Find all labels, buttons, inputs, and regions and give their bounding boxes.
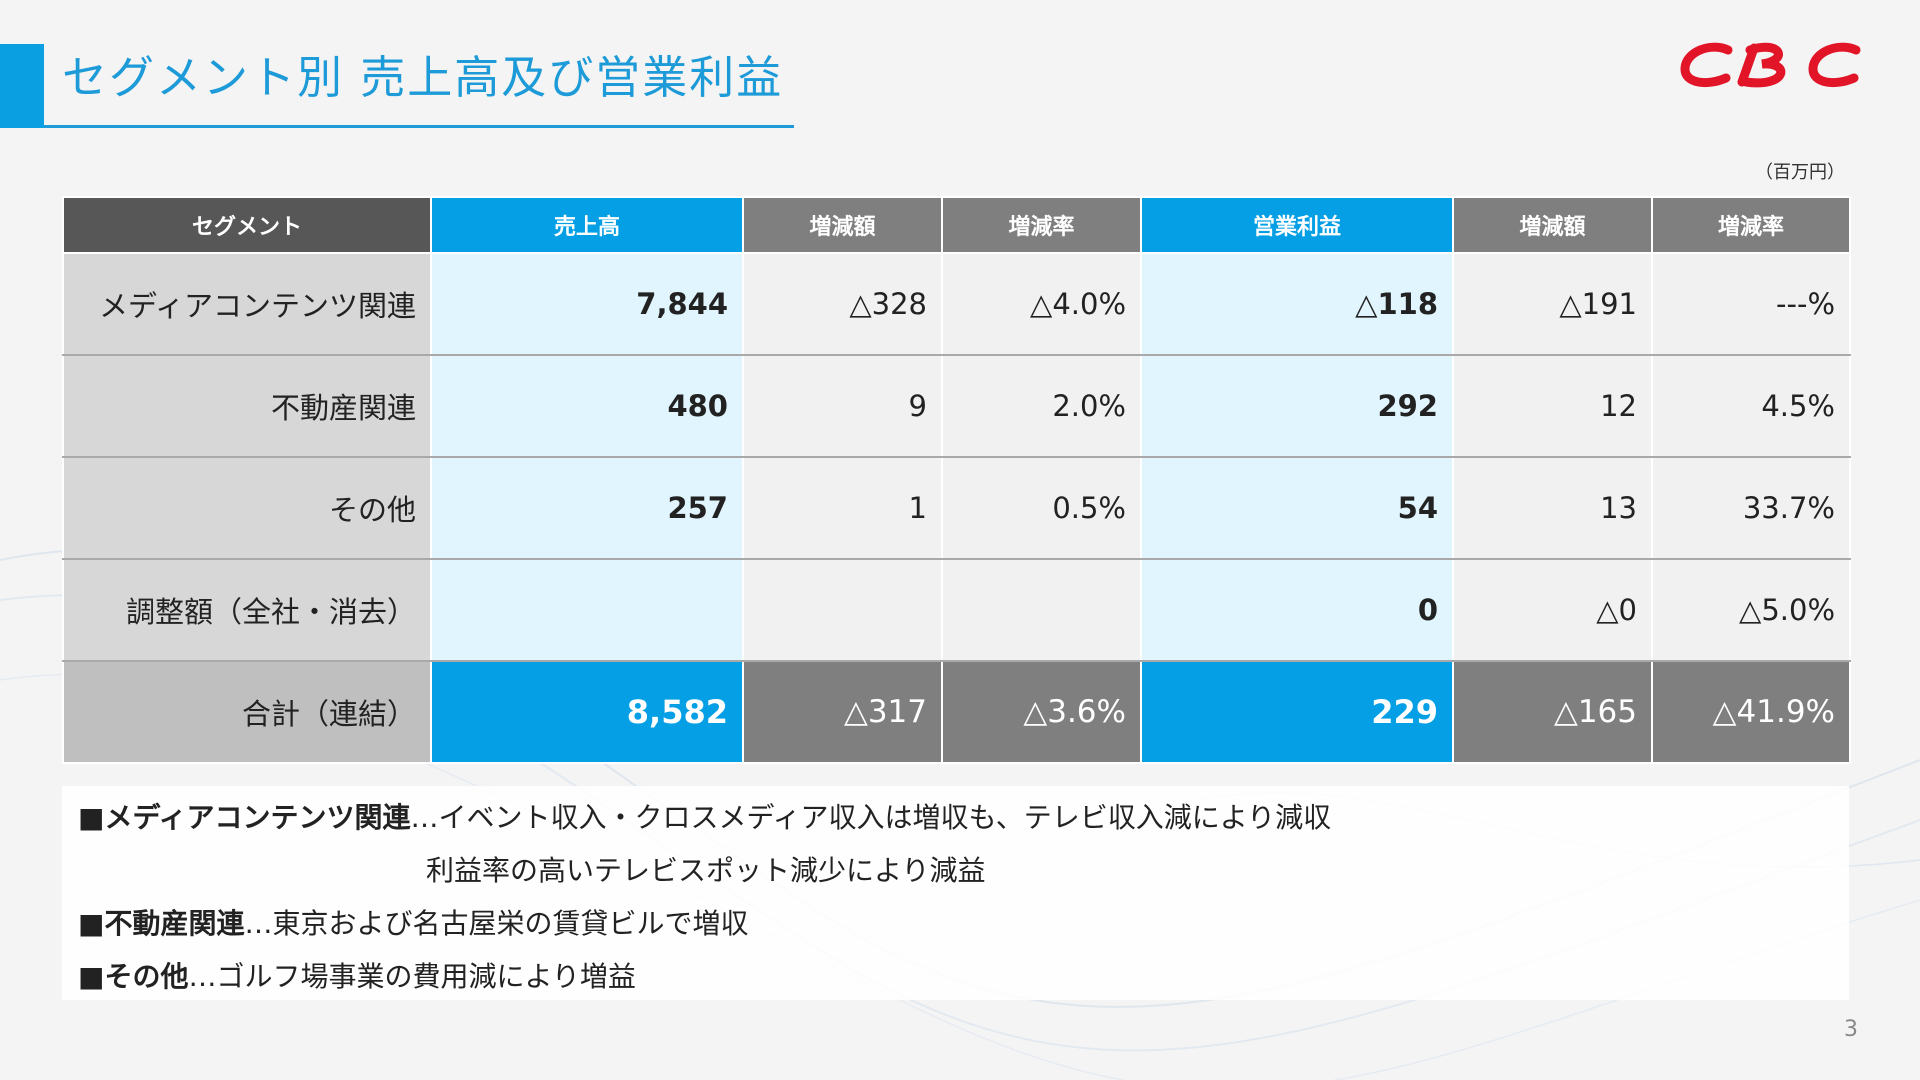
header-profit-change: 増減額 (1452, 196, 1653, 254)
header-sales: 売上高 (430, 196, 744, 254)
total-profit: 229 (1140, 660, 1454, 764)
sales-change: △328 (742, 252, 943, 356)
profit-rate: 33.7% (1651, 456, 1851, 560)
profit-value: 54 (1140, 456, 1454, 560)
note-media-continued: 利益率の高いテレビスポット減少により減益 (426, 849, 985, 889)
profit-value: △118 (1140, 252, 1454, 356)
note-heading: ■その他 (78, 960, 189, 993)
header-sales-change: 増減額 (742, 196, 943, 254)
segment-name: 不動産関連 (62, 354, 432, 458)
segment-name: 調整額（全社・消去） (62, 558, 432, 662)
segment-name: その他 (62, 456, 432, 560)
sales-value: 257 (430, 456, 744, 560)
sales-rate: 0.5% (941, 456, 1142, 560)
note-other: ■その他…ゴルフ場事業の費用減により増益 (78, 955, 636, 995)
profit-value: 0 (1140, 558, 1454, 662)
sales-rate (941, 558, 1142, 662)
cbc-logo-icon (1680, 42, 1861, 88)
profit-rate: ---% (1651, 252, 1851, 356)
table-header-row: セグメント 売上高 増減額 増減率 営業利益 増減額 増減率 (62, 196, 1851, 254)
segment-table: セグメント 売上高 増減額 増減率 営業利益 増減額 増減率 メディアコンテンツ… (62, 196, 1851, 764)
note-real-estate: ■不動産関連…東京および名古屋栄の賃貸ビルで増収 (78, 902, 748, 942)
table-row: 不動産関連 480 9 2.0% 292 12 4.5% (62, 354, 1851, 458)
page-title: セグメント別 売上高及び営業利益 (62, 51, 784, 104)
note-text: …イベント収入・クロスメディア収入は増収も、テレビ収入減により減収 (410, 801, 1332, 834)
table-row: その他 257 1 0.5% 54 13 33.7% (62, 456, 1851, 560)
profit-change: △0 (1452, 558, 1653, 662)
title-underline (44, 125, 794, 128)
header-sales-rate: 増減率 (941, 196, 1142, 254)
segment-name: メディアコンテンツ関連 (62, 252, 432, 356)
note-text: 利益率の高いテレビスポット減少により減益 (426, 854, 986, 887)
total-sales-change: △317 (742, 660, 943, 764)
header-profit-rate: 増減率 (1651, 196, 1851, 254)
profit-rate: 4.5% (1651, 354, 1851, 458)
note-text: …ゴルフ場事業の費用減により増益 (188, 960, 636, 993)
note-text: …東京および名古屋栄の賃貸ビルで増収 (244, 907, 749, 940)
header-segment: セグメント (62, 196, 432, 254)
profit-value: 292 (1140, 354, 1454, 458)
notes-box: ■メディアコンテンツ関連…イベント収入・クロスメディア収入は増収も、テレビ収入減… (62, 786, 1849, 1000)
total-sales-rate: △3.6% (941, 660, 1142, 764)
profit-change: 12 (1452, 354, 1653, 458)
note-media: ■メディアコンテンツ関連…イベント収入・クロスメディア収入は増収も、テレビ収入減… (78, 796, 1331, 836)
sales-value (430, 558, 744, 662)
unit-label: （百万円） (1755, 162, 1845, 183)
table-row: 調整額（全社・消去） 0 △0 △5.0% (62, 558, 1851, 662)
profit-rate: △5.0% (1651, 558, 1851, 662)
title-accent-bar (0, 44, 44, 128)
total-profit-change: △165 (1452, 660, 1653, 764)
sales-change: 1 (742, 456, 943, 560)
total-row: 合計（連結） 8,582 △317 △3.6% 229 △165 △41.9% (62, 660, 1851, 764)
note-heading: ■不動産関連 (78, 907, 245, 940)
total-profit-rate: △41.9% (1651, 660, 1851, 764)
sales-change: 9 (742, 354, 943, 458)
sales-change (742, 558, 943, 662)
sales-value: 7,844 (430, 252, 744, 356)
total-sales: 8,582 (430, 660, 744, 764)
table-row: メディアコンテンツ関連 7,844 △328 △4.0% △118 △191 -… (62, 252, 1851, 356)
header-operating-profit: 営業利益 (1140, 196, 1454, 254)
total-label: 合計（連結） (62, 660, 432, 764)
sales-rate: △4.0% (941, 252, 1142, 356)
sales-value: 480 (430, 354, 744, 458)
profit-change: △191 (1452, 252, 1653, 356)
page-number: 3 (1844, 1017, 1858, 1042)
profit-change: 13 (1452, 456, 1653, 560)
sales-rate: 2.0% (941, 354, 1142, 458)
note-heading: ■メディアコンテンツ関連 (78, 801, 411, 834)
